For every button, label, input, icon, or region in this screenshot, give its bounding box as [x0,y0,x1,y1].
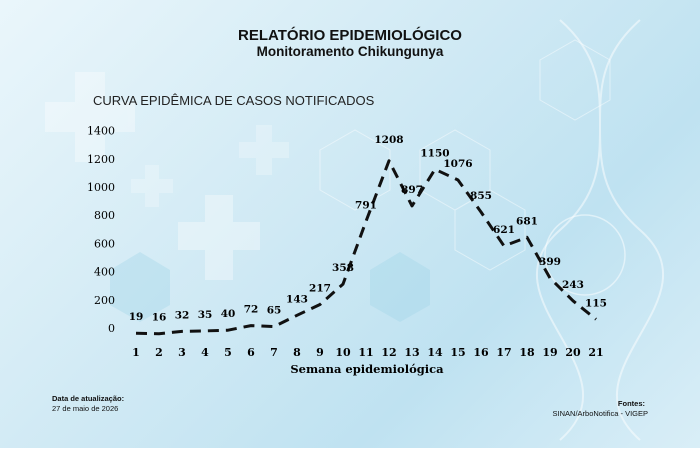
cross-decoration-icon [178,222,260,250]
hexagon-decoration-icon [370,252,430,322]
update-date: 27 de maio de 2026 [52,404,119,413]
y-tick-label: 1400 [87,125,115,138]
x-tick-label: 12 [381,346,396,359]
data-label: 65 [267,305,282,317]
data-label: 72 [244,304,259,316]
cross-decoration-icon [205,195,233,280]
y-tick-label: 400 [94,266,115,279]
x-tick-label: 8 [293,346,301,359]
data-label: 16 [152,312,167,324]
cross-decoration-icon [131,179,173,193]
x-tick-label: 3 [178,346,186,359]
cross-decoration-icon [256,125,272,175]
data-label: 243 [562,279,584,291]
data-label: 681 [516,215,538,227]
x-tick-label: 14 [427,346,443,359]
hexagon-decoration-icon [539,39,611,121]
cross-decoration-icon [45,102,135,132]
x-tick-label: 17 [496,346,511,359]
report-title: RELATÓRIO EPIDEMIOLÓGICO [238,27,462,44]
x-axis-label: Semana epidemiológica [290,362,444,376]
x-tick-label: 13 [404,346,419,359]
data-label: 143 [286,293,308,305]
x-tick-label: 16 [473,346,489,359]
y-tick-label: 800 [94,209,115,222]
chart-title: CURVA EPIDÊMICA DE CASOS NOTIFICADOS [93,93,375,108]
x-tick-label: 5 [224,346,232,359]
data-label: 217 [309,283,331,295]
cross-decoration-icon [239,142,289,158]
x-tick-label: 4 [201,346,209,359]
x-axis: 1 2 3 4 5 6 7 8 9 10 11 12 13 14 15 16 17 18 19 20 21 [132,346,603,359]
data-label: 1150 [420,147,449,159]
x-tick-label: 15 [450,346,465,359]
data-label: 32 [175,309,190,321]
x-tick-label: 9 [316,346,324,359]
data-label: 791 [355,199,377,211]
y-tick-label: 200 [94,294,115,307]
series-line [135,159,597,336]
y-tick-label: 1200 [87,153,115,166]
x-tick-label: 18 [519,346,535,359]
x-tick-label: 1 [132,346,140,359]
sources-text: SINAN/ArboNotifica - VIGEP [552,409,648,418]
x-tick-label: 10 [335,346,351,359]
x-tick-label: 6 [247,346,255,359]
sources-label: Fontes: [617,399,645,408]
cross-decoration-icon [145,165,159,207]
data-label: 399 [539,256,561,268]
x-tick-label: 21 [588,346,603,359]
dna-helix-icon [535,19,665,441]
y-tick-label: 600 [94,237,115,250]
x-tick-label: 20 [565,346,581,359]
cross-decoration-icon [75,72,105,162]
y-tick-label: 0 [108,322,115,335]
update-label: Data de atualização: [52,394,125,403]
y-axis: 0 200 400 600 800 1000 1200 1400 [87,125,115,335]
data-label: 115 [585,297,607,309]
y-tick-label: 1000 [87,181,115,194]
data-label: 358 [332,262,354,274]
data-label: 35 [198,309,213,321]
x-tick-label: 19 [542,346,557,359]
hexagon-decoration-icon [110,252,170,322]
report-subtitle: Monitoramento Chikungunya [256,44,444,59]
data-label: 855 [470,190,492,202]
circle-decoration-icon [544,214,626,296]
x-tick-label: 11 [358,346,373,359]
data-label: 19 [129,311,144,323]
data-label: 897 [401,184,423,196]
hexagon-decoration-icon [454,189,526,271]
data-label: 621 [493,224,515,236]
data-label: 1076 [443,158,472,170]
data-label: 1208 [374,134,403,146]
hexagon-decoration-icon [319,129,391,211]
x-tick-label: 7 [270,346,278,359]
x-tick-label: 2 [155,346,163,359]
data-label: 40 [221,308,236,320]
hexagon-decoration-icon [419,129,491,211]
